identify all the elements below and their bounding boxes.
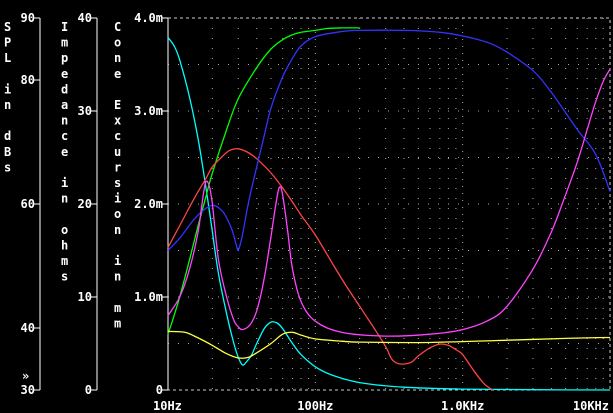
- y-tick-label-spl: 30: [21, 383, 35, 397]
- x-tick-label: 100Hz: [297, 399, 333, 413]
- series-line-3: [167, 29, 611, 251]
- y-tick-label-excursion: 4.0m: [134, 11, 163, 25]
- x-tick-label: 1.0KHz: [441, 399, 484, 413]
- series-line-5: [167, 330, 611, 359]
- y-tick-label-excursion: 1.0m: [134, 290, 163, 304]
- y-tick-label-spl: 90: [21, 11, 35, 25]
- axes: [34, 17, 169, 391]
- y-tick-label-spl: 60: [21, 197, 35, 211]
- marker-icon: »: [22, 369, 29, 383]
- y-tick-label-impedance: 10: [78, 290, 92, 304]
- series-lines: [167, 27, 611, 391]
- series-line-0: [167, 37, 611, 391]
- series-line-2: [167, 148, 494, 391]
- y-tick-label-spl: 80: [21, 73, 35, 87]
- x-tick-label: 10Hz: [153, 399, 182, 413]
- y-tick-label-excursion: 0: [156, 383, 163, 397]
- series-line-1: [167, 27, 360, 335]
- series-line-4: [167, 68, 611, 337]
- x-tick-label: 10KHz: [573, 399, 609, 413]
- y-tick-label-impedance: 30: [78, 104, 92, 118]
- y-tick-label-impedance: 0: [85, 383, 92, 397]
- y-tick-label-impedance: 40: [78, 11, 92, 25]
- y-tick-label-excursion: 2.0m: [134, 197, 163, 211]
- grid: [167, 17, 611, 391]
- y-tick-label-excursion: 3.0m: [134, 104, 163, 118]
- y-tick-label-spl: 40: [21, 321, 35, 335]
- y-tick-label-impedance: 20: [78, 197, 92, 211]
